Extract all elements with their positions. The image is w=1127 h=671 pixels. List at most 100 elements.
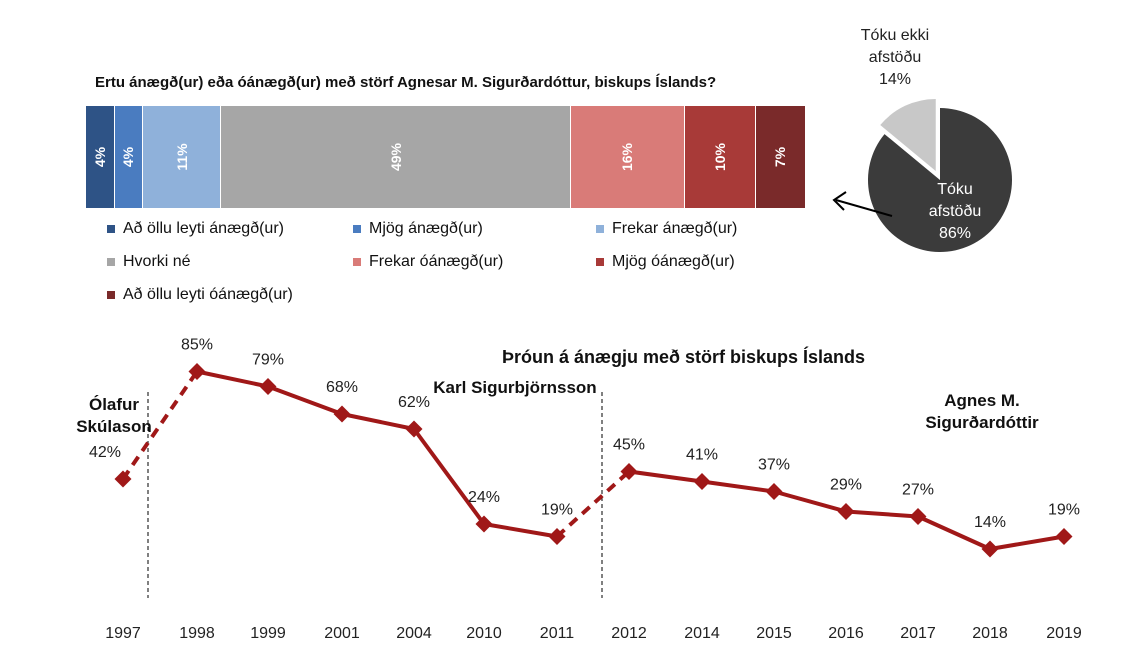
bar-segment: 7% bbox=[756, 106, 806, 208]
pie-chart: Tóku ekki afstöðu 14% Tóku afstöðu 86% bbox=[832, 27, 1012, 252]
data-point bbox=[693, 473, 711, 490]
era-label: Ólafur bbox=[89, 395, 139, 414]
arrow-head-icon bbox=[832, 191, 847, 211]
legend-swatch bbox=[596, 258, 604, 266]
data-point bbox=[837, 503, 855, 520]
data-point bbox=[405, 420, 423, 438]
legend-item: Frekar óánægð(ur) bbox=[353, 253, 503, 271]
bar-segment: 4% bbox=[114, 106, 143, 208]
arrow-icon bbox=[835, 199, 893, 217]
data-point bbox=[188, 363, 206, 380]
pie-label-no-opinion: afstöðu bbox=[869, 49, 921, 66]
line-segment bbox=[773, 489, 847, 514]
data-label: 79% bbox=[252, 352, 284, 369]
legend-item: Frekar ánægð(ur) bbox=[596, 220, 737, 238]
bar-segment: 11% bbox=[143, 106, 222, 208]
bar-segment: 4% bbox=[86, 106, 115, 208]
legend-swatch bbox=[353, 225, 361, 233]
line-segment bbox=[121, 370, 199, 481]
data-label: 85% bbox=[181, 337, 213, 354]
line-segment bbox=[341, 412, 415, 431]
legend-label: Mjög óánægð(ur) bbox=[612, 253, 735, 270]
data-point bbox=[475, 515, 493, 533]
x-tick-label: 2019 bbox=[1046, 625, 1082, 642]
pie-label-opinion: Tóku bbox=[937, 181, 973, 198]
x-tick-label: 2014 bbox=[684, 625, 720, 642]
pie-label-opinion: 86% bbox=[939, 225, 971, 242]
data-point bbox=[548, 528, 566, 545]
data-point bbox=[333, 405, 351, 423]
x-tick-label: 2010 bbox=[466, 625, 502, 642]
line-segment bbox=[989, 534, 1065, 551]
x-tick-label: 2018 bbox=[972, 625, 1008, 642]
legend-item: Mjög óánægð(ur) bbox=[596, 253, 735, 271]
line-segment bbox=[412, 427, 486, 526]
data-label: 19% bbox=[1048, 502, 1080, 519]
x-tick-label: 2016 bbox=[828, 625, 864, 642]
legend-item: Mjög ánægð(ur) bbox=[353, 220, 483, 238]
x-tick-label: 1997 bbox=[105, 625, 141, 642]
line-segment bbox=[483, 522, 558, 539]
data-label: 29% bbox=[830, 477, 862, 494]
data-label: 68% bbox=[326, 379, 358, 396]
stacked-bar: 4% 4% 11% 49% 16% 10% 7% bbox=[86, 106, 806, 208]
pie-label-opinion: afstöðu bbox=[929, 203, 981, 220]
pie-label-no-opinion: Tóku ekki bbox=[861, 27, 929, 44]
legend-item: Hvorki né bbox=[107, 253, 191, 271]
x-tick-label: 1999 bbox=[250, 625, 286, 642]
era-label: Sigurðardóttir bbox=[925, 413, 1039, 432]
legend-label: Hvorki né bbox=[123, 253, 191, 270]
data-label: 19% bbox=[541, 502, 573, 519]
x-tick-label: 2017 bbox=[900, 625, 936, 642]
data-label: 14% bbox=[974, 514, 1006, 531]
legend-swatch bbox=[107, 291, 115, 299]
pie-label-no-opinion: 14% bbox=[879, 71, 911, 88]
data-point bbox=[114, 470, 132, 488]
legend-label: Að öllu leyti ánægð(ur) bbox=[123, 220, 284, 237]
data-label: 27% bbox=[902, 482, 934, 499]
pie-slice-no-opinion bbox=[880, 98, 936, 171]
era-label: Skúlason bbox=[76, 417, 152, 436]
bar-segment: 10% bbox=[684, 106, 757, 208]
data-label: 37% bbox=[758, 457, 790, 474]
line-chart-title: Þróun á ánægju með störf biskups Íslands bbox=[501, 347, 866, 367]
legend-swatch bbox=[353, 258, 361, 266]
line-segment bbox=[267, 384, 343, 416]
legend-label: Frekar óánægð(ur) bbox=[369, 253, 504, 270]
data-point bbox=[765, 483, 783, 500]
x-tick-label: 2004 bbox=[396, 625, 432, 642]
legend-label: Frekar ánægð(ur) bbox=[612, 220, 738, 237]
x-tick-label: 1998 bbox=[179, 625, 215, 642]
legend-item: Að öllu leyti óánægð(ur) bbox=[107, 286, 293, 304]
era-label: Karl Sigurbjörnsson bbox=[433, 378, 596, 397]
data-point bbox=[1055, 528, 1073, 545]
line-segment bbox=[701, 479, 775, 494]
legend-swatch bbox=[596, 225, 604, 233]
bar-segment: 49% bbox=[221, 106, 571, 208]
x-tick-label: 2015 bbox=[756, 625, 792, 642]
data-point bbox=[909, 508, 927, 525]
data-label: 42% bbox=[89, 444, 121, 461]
pie-slice-opinion bbox=[868, 108, 1012, 252]
legend-item: Að öllu leyti ánægð(ur) bbox=[107, 220, 284, 238]
data-label: 24% bbox=[468, 489, 500, 506]
legend-label: Mjög ánægð(ur) bbox=[369, 220, 483, 237]
data-point bbox=[259, 378, 277, 395]
era-label: Agnes M. bbox=[944, 391, 1020, 410]
data-point bbox=[620, 463, 638, 480]
x-tick-label: 2001 bbox=[324, 625, 360, 642]
bar-chart-title: Ertu ánægð(ur) eða óánægð(ur) með störf … bbox=[95, 74, 717, 91]
data-label: 62% bbox=[398, 394, 430, 411]
x-tick-label: 2012 bbox=[611, 625, 647, 642]
line-segment bbox=[917, 514, 991, 551]
legend-swatch bbox=[107, 258, 115, 266]
legend-label: Að öllu leyti óánægð(ur) bbox=[123, 286, 293, 303]
legend-swatch bbox=[107, 225, 115, 233]
line-segment bbox=[845, 509, 919, 519]
data-label: 41% bbox=[686, 447, 718, 464]
data-point bbox=[981, 540, 999, 558]
line-segment bbox=[628, 469, 703, 484]
line-segment bbox=[196, 369, 269, 389]
bar-segment: 16% bbox=[570, 106, 685, 208]
